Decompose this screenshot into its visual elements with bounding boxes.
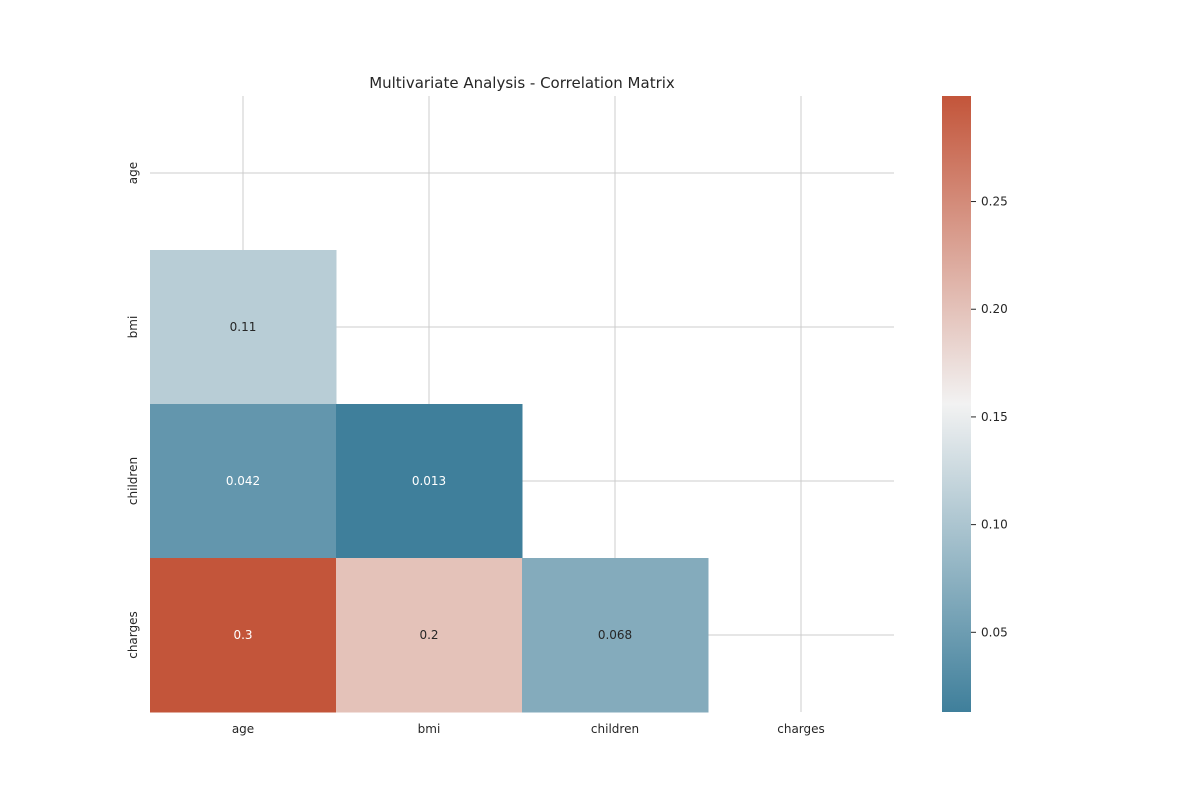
- y-tick-label-age: age: [126, 162, 140, 184]
- colorbar-gradient: [942, 96, 971, 712]
- y-tick-label-charges: charges: [126, 611, 140, 659]
- x-tick-label-bmi: bmi: [418, 722, 441, 736]
- y-tick-label-children: children: [126, 457, 140, 505]
- heatmap-cell-charges-bmi: [336, 558, 523, 713]
- x-axis-ticks: age bmi children charges: [232, 722, 825, 736]
- cell-value-label-children-bmi: 0.013: [412, 474, 446, 488]
- colorbar-tick-label: 0.05: [981, 625, 1008, 639]
- heatmap-cell-charges-children: [522, 558, 709, 713]
- x-tick-label-charges: charges: [777, 722, 825, 736]
- heatmap-cell-charges-age: [150, 558, 337, 713]
- cell-value-label-charges-bmi: 0.2: [419, 628, 438, 642]
- colorbar-tick-label: 0.10: [981, 518, 1008, 532]
- y-axis-ticks: age bmi children charges: [126, 162, 140, 659]
- colorbar-tick-label: 0.25: [981, 195, 1008, 209]
- heatmap-cell-bmi-age: [150, 250, 337, 405]
- colorbar-tick-label: 0.20: [981, 302, 1008, 316]
- colorbar-tick-label: 0.15: [981, 410, 1008, 424]
- cell-value-label-children-age: 0.042: [226, 474, 260, 488]
- colorbar: 0.05 0.10 0.15 0.20 0.25: [942, 96, 1008, 712]
- heatmap-cell-children-age: [150, 404, 337, 559]
- cell-value-label-charges-children: 0.068: [598, 628, 632, 642]
- cells-layer: 0.11 0.042 0.013 0.3 0.2 0.068: [150, 250, 709, 713]
- cell-value-label-bmi-age: 0.11: [230, 320, 257, 334]
- x-tick-label-age: age: [232, 722, 254, 736]
- chart-title: Multivariate Analysis - Correlation Matr…: [369, 74, 675, 92]
- y-tick-label-bmi: bmi: [126, 316, 140, 339]
- cell-value-label-charges-age: 0.3: [233, 628, 252, 642]
- x-tick-label-children: children: [591, 722, 639, 736]
- heatmap-cell-children-bmi: [336, 404, 523, 559]
